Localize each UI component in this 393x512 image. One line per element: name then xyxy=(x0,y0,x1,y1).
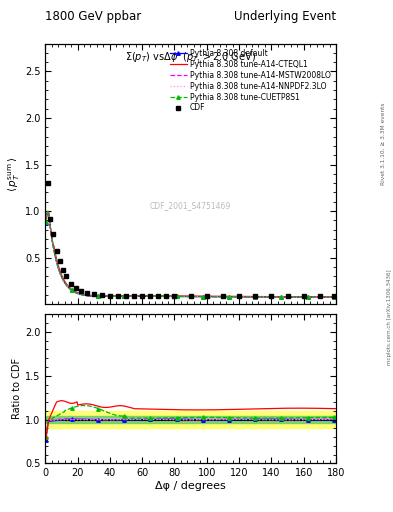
CDF xyxy=(45,180,50,186)
Pythia 8.308 tune-CUETP8S1 xyxy=(217,294,221,300)
CDF xyxy=(107,293,112,299)
CDF xyxy=(285,293,290,299)
Pythia 8.308 tune-A14-MSTW2008LO xyxy=(46,208,50,215)
CDF xyxy=(64,273,68,280)
Pythia 8.308 tune-A14-NNPDF2.3LO xyxy=(217,294,221,300)
CDF xyxy=(156,293,161,299)
Pythia 8.308 tune-A14-NNPDF2.3LO xyxy=(46,208,50,215)
Pythia 8.308 tune-A14-NNPDF2.3LO xyxy=(184,293,188,300)
CDF xyxy=(140,293,145,299)
CDF xyxy=(54,248,59,254)
Pythia 8.308 default xyxy=(287,294,292,301)
Pythia 8.308 default xyxy=(201,293,206,300)
Text: 1800 GeV ppbar: 1800 GeV ppbar xyxy=(45,10,141,23)
Pythia 8.308 tune-A14-CTEQL1 xyxy=(184,293,188,299)
Line: Pythia 8.308 tune-A14-CTEQL1: Pythia 8.308 tune-A14-CTEQL1 xyxy=(46,211,336,297)
Pythia 8.308 tune-CUETP8S1 xyxy=(282,294,286,300)
CDF xyxy=(253,293,257,299)
Line: Pythia 8.308 tune-A14-MSTW2008LO: Pythia 8.308 tune-A14-MSTW2008LO xyxy=(46,211,336,297)
Pythia 8.308 tune-CUETP8S1 xyxy=(43,219,48,225)
Pythia 8.308 tune-A14-CTEQL1 xyxy=(282,294,286,300)
Text: CDF_2001_S4751469: CDF_2001_S4751469 xyxy=(150,201,231,209)
Pythia 8.308 tune-A14-MSTW2008LO xyxy=(217,294,221,300)
Pythia 8.308 tune-A14-CTEQL1 xyxy=(46,208,50,215)
Legend: Pythia 8.308 default, Pythia 8.308 tune-A14-CTEQL1, Pythia 8.308 tune-A14-MSTW20: Pythia 8.308 default, Pythia 8.308 tune-… xyxy=(169,47,332,114)
Pythia 8.308 tune-A14-CTEQL1 xyxy=(182,293,187,299)
CDF xyxy=(132,293,136,299)
Text: Rivet 3.1.10, ≥ 3.3M events: Rivet 3.1.10, ≥ 3.3M events xyxy=(381,102,386,185)
Pythia 8.308 tune-CUETP8S1 xyxy=(334,294,338,300)
CDF xyxy=(269,293,274,299)
Pythia 8.308 default xyxy=(184,293,188,300)
Y-axis label: $\langle\, p_T^{\rm sum}\,\rangle$: $\langle\, p_T^{\rm sum}\,\rangle$ xyxy=(7,156,22,191)
Pythia 8.308 tune-A14-NNPDF2.3LO xyxy=(328,294,332,300)
Line: Pythia 8.308 default: Pythia 8.308 default xyxy=(44,209,338,299)
Pythia 8.308 tune-A14-MSTW2008LO xyxy=(296,294,301,300)
Line: Pythia 8.308 tune-A14-NNPDF2.3LO: Pythia 8.308 tune-A14-NNPDF2.3LO xyxy=(46,211,336,297)
Pythia 8.308 tune-A14-NNPDF2.3LO xyxy=(282,294,286,300)
Pythia 8.308 tune-A14-NNPDF2.3LO xyxy=(306,294,310,300)
CDF xyxy=(220,293,225,299)
Pythia 8.308 tune-A14-CTEQL1 xyxy=(334,293,338,300)
CDF xyxy=(73,285,78,291)
CDF xyxy=(148,293,152,299)
Text: $\Sigma(p_T)$ vs$\Delta\phi$  $(p_{T_1} > 2.0$ GeV$)$: $\Sigma(p_T)$ vs$\Delta\phi$ $(p_{T_1} >… xyxy=(125,51,256,67)
Pythia 8.308 default xyxy=(182,293,187,300)
CDF xyxy=(69,281,73,287)
Pythia 8.308 default xyxy=(217,294,221,300)
Pythia 8.308 tune-A14-NNPDF2.3LO xyxy=(43,220,48,226)
Line: CDF: CDF xyxy=(46,181,336,298)
Pythia 8.308 tune-A14-CTEQL1 xyxy=(201,293,206,299)
Pythia 8.308 tune-A14-MSTW2008LO xyxy=(43,220,48,226)
Pythia 8.308 tune-CUETP8S1 xyxy=(328,294,332,300)
CDF xyxy=(51,231,56,238)
Pythia 8.308 default xyxy=(46,208,50,215)
Pythia 8.308 default xyxy=(334,294,338,300)
Pythia 8.308 tune-A14-MSTW2008LO xyxy=(282,294,286,300)
Pythia 8.308 default xyxy=(328,294,332,300)
CDF xyxy=(237,293,241,299)
Pythia 8.308 tune-A14-MSTW2008LO xyxy=(182,293,187,300)
Pythia 8.308 tune-CUETP8S1 xyxy=(184,293,188,300)
Pythia 8.308 tune-A14-CTEQL1 xyxy=(43,220,48,226)
Y-axis label: Ratio to CDF: Ratio to CDF xyxy=(12,358,22,419)
Pythia 8.308 tune-A14-CTEQL1 xyxy=(217,293,221,300)
CDF xyxy=(318,293,322,299)
Pythia 8.308 default xyxy=(43,220,48,226)
Pythia 8.308 tune-A14-NNPDF2.3LO xyxy=(182,293,187,300)
Pythia 8.308 default xyxy=(282,294,286,300)
CDF xyxy=(48,216,52,222)
CDF xyxy=(61,267,65,273)
CDF xyxy=(188,293,193,299)
CDF xyxy=(164,293,169,299)
Pythia 8.308 tune-CUETP8S1 xyxy=(182,293,187,300)
CDF xyxy=(301,293,306,299)
CDF xyxy=(99,292,104,298)
CDF xyxy=(332,293,337,299)
Text: Underlying Event: Underlying Event xyxy=(234,10,336,23)
Pythia 8.308 tune-A14-CTEQL1 xyxy=(328,293,332,300)
Pythia 8.308 tune-CUETP8S1 xyxy=(201,293,206,300)
Pythia 8.308 tune-A14-MSTW2008LO xyxy=(328,294,332,300)
CDF xyxy=(124,293,129,299)
CDF xyxy=(172,293,177,299)
Pythia 8.308 tune-A14-MSTW2008LO xyxy=(334,294,338,300)
X-axis label: Δφ / degrees: Δφ / degrees xyxy=(155,481,226,491)
Line: Pythia 8.308 tune-CUETP8S1: Pythia 8.308 tune-CUETP8S1 xyxy=(44,209,338,299)
CDF xyxy=(204,293,209,299)
Pythia 8.308 tune-A14-MSTW2008LO xyxy=(201,293,206,300)
Pythia 8.308 tune-A14-NNPDF2.3LO xyxy=(201,293,206,300)
CDF xyxy=(91,291,96,297)
Pythia 8.308 tune-A14-NNPDF2.3LO xyxy=(334,294,338,300)
CDF xyxy=(116,293,120,299)
CDF xyxy=(85,290,90,296)
CDF xyxy=(57,258,62,264)
Pythia 8.308 tune-A14-MSTW2008LO xyxy=(184,293,188,300)
Text: mcplots.cern.ch [arXiv:1306.3436]: mcplots.cern.ch [arXiv:1306.3436] xyxy=(387,270,391,365)
CDF xyxy=(78,288,83,294)
Pythia 8.308 tune-CUETP8S1 xyxy=(46,207,50,214)
Pythia 8.308 tune-CUETP8S1 xyxy=(296,294,301,301)
Pythia 8.308 tune-A14-CTEQL1 xyxy=(296,294,301,300)
